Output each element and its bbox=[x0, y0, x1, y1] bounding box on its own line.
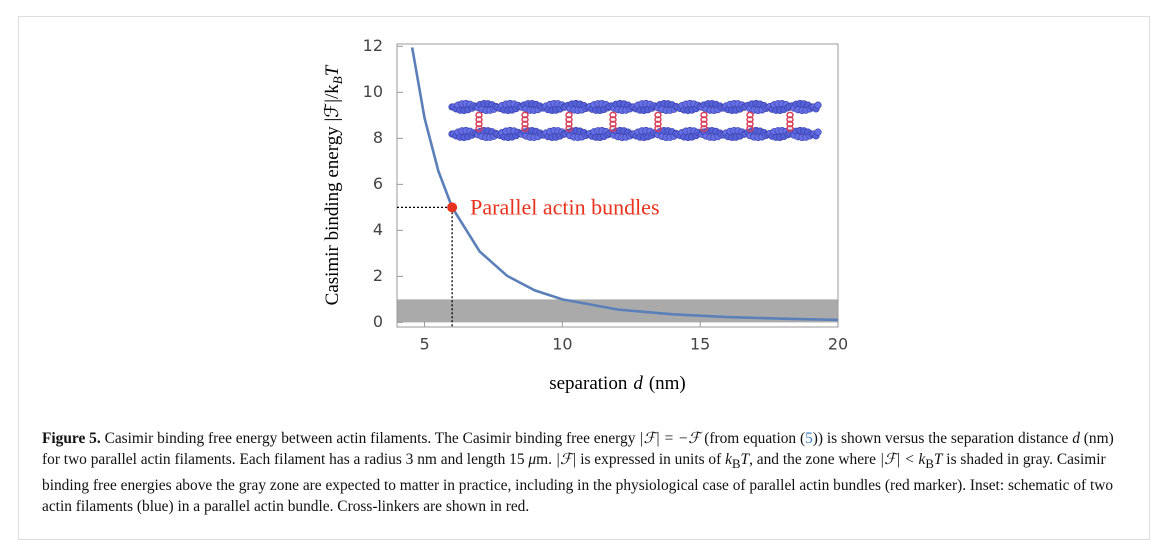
y-axis-label-part: B bbox=[330, 76, 345, 84]
y-tick-label: 2 bbox=[373, 266, 383, 285]
cross-linker bbox=[475, 125, 483, 132]
inset-schematic bbox=[448, 99, 822, 142]
y-tick-label: 0 bbox=[373, 312, 383, 331]
x-tick-label: 15 bbox=[690, 335, 710, 354]
y-axis-label-part: T bbox=[322, 64, 343, 76]
caption-text: B bbox=[925, 457, 934, 472]
y-tick-label: 12 bbox=[363, 36, 383, 55]
plot-frame bbox=[396, 43, 839, 328]
caption-text: |ℱ| = −ℱ bbox=[639, 430, 701, 447]
caption-label: Figure 5. bbox=[42, 430, 101, 447]
caption-text: is expressed in units of bbox=[576, 451, 726, 468]
cross-linker bbox=[521, 125, 529, 132]
cross-linker bbox=[746, 125, 754, 132]
x-tick-label: 10 bbox=[552, 335, 572, 354]
caption-text: μ bbox=[528, 451, 537, 468]
marker-label: Parallel actin bundles bbox=[470, 194, 659, 219]
x-axis-label-part: separation bbox=[549, 373, 628, 394]
caption-text: B bbox=[731, 457, 741, 472]
caption-text: is shaded in gray. Casimir binding free … bbox=[42, 451, 1114, 516]
y-axis-label: Casimir binding energy |ℱ|/kBT bbox=[322, 64, 345, 305]
figure-frame bbox=[18, 16, 1150, 540]
cross-linker bbox=[609, 125, 617, 132]
caption-text: (from equation ( bbox=[700, 430, 806, 447]
curve bbox=[410, 47, 838, 322]
caption-text: d bbox=[1072, 430, 1080, 447]
caption-text: |ℱ| < k bbox=[879, 451, 926, 468]
caption-text: T bbox=[933, 451, 943, 468]
cross-linker bbox=[786, 125, 794, 132]
x-tick-label: 20 bbox=[828, 335, 848, 354]
x-tick-label: 5 bbox=[419, 335, 429, 354]
actin-monomer bbox=[814, 128, 822, 136]
actin-monomer bbox=[814, 101, 822, 109]
caption-text: k bbox=[725, 451, 732, 468]
chart: 0 2 4 6 8 10 12 5 10 15 20 Parallel actin bundles se… bbox=[322, 36, 848, 394]
y-tick-label: 8 bbox=[373, 128, 383, 147]
caption-text: |ℱ| bbox=[555, 451, 577, 468]
x-axis-label-part: (nm) bbox=[649, 373, 686, 394]
y-tick-label: 6 bbox=[373, 174, 383, 193]
caption: Figure 5. Casimir binding free energy be… bbox=[42, 428, 1134, 517]
caption-text: (nm) for two parallel actin filaments. E… bbox=[42, 430, 1114, 468]
cross-linker bbox=[654, 125, 662, 132]
x-axis-label: separation d (nm) bbox=[549, 373, 686, 394]
caption-text: m. bbox=[536, 451, 556, 468]
x-axis-label-part: d bbox=[633, 373, 643, 394]
marker bbox=[447, 202, 458, 213]
caption-text: Casimir binding free energy between acti… bbox=[100, 430, 640, 447]
caption-text[interactable]: 5 bbox=[805, 430, 813, 447]
y-axis-label-part: Casimir binding energy |ℱ|/k bbox=[322, 84, 343, 306]
cross-linker bbox=[700, 125, 708, 132]
cross-linker bbox=[565, 125, 573, 132]
caption-text: T bbox=[740, 451, 750, 468]
caption-text: )) is shown versus the separation distan… bbox=[812, 430, 1073, 447]
y-tick-label: 4 bbox=[373, 220, 383, 239]
caption-text: , and the zone where bbox=[749, 451, 880, 468]
y-tick-label: 10 bbox=[363, 82, 383, 101]
